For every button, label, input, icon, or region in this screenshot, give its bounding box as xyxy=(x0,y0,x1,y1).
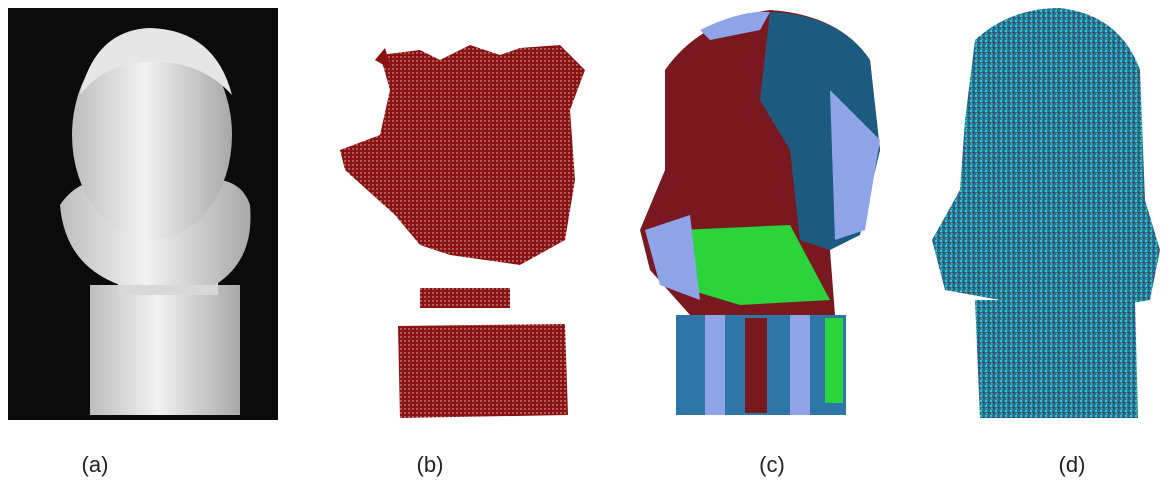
panel-label: (a) xyxy=(82,452,109,477)
pointcloud-c xyxy=(640,10,880,415)
pointcloud-d xyxy=(932,8,1160,418)
panel-label: (d) xyxy=(1059,452,1086,477)
panel-label: (c) xyxy=(759,452,785,477)
panel-label: (b) xyxy=(417,452,444,477)
photo-a xyxy=(8,8,278,420)
pointcloud-b xyxy=(340,45,585,418)
